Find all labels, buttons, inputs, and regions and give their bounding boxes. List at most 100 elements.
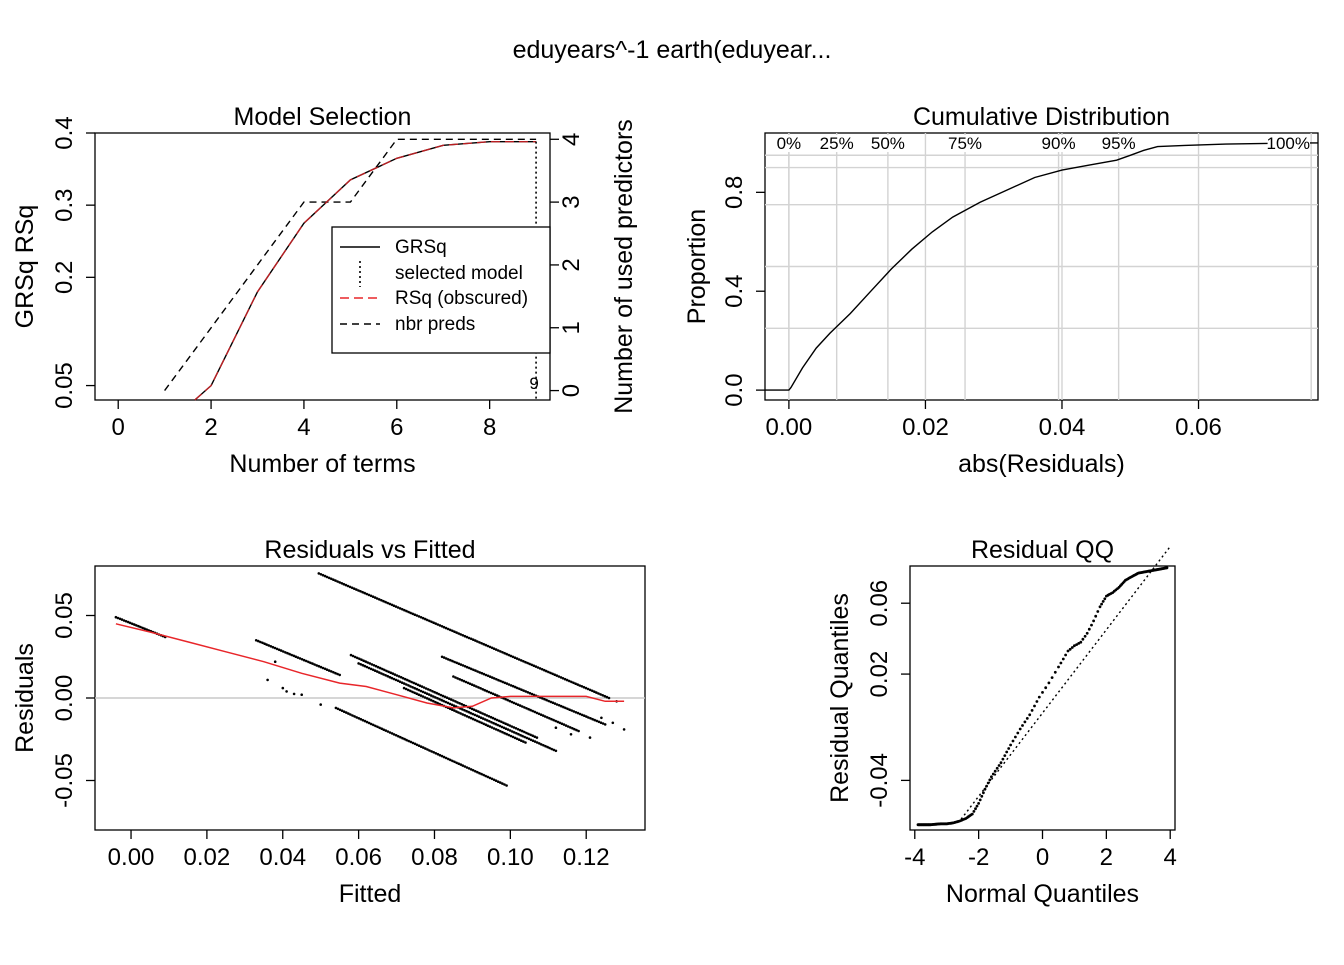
residual-point	[509, 654, 513, 658]
residual-point	[404, 687, 408, 691]
residual-point	[336, 707, 340, 711]
residual-point	[469, 637, 473, 641]
residual-point	[502, 721, 505, 725]
residual-point	[394, 605, 398, 608]
residual-point	[522, 740, 525, 743]
residual-point	[533, 740, 537, 743]
residual-point	[423, 691, 427, 695]
residual-point	[554, 726, 558, 729]
residual-point	[430, 699, 433, 702]
residual-point	[455, 761, 458, 765]
residual-point	[416, 683, 420, 687]
residual-point	[471, 712, 475, 716]
residual-point	[286, 651, 289, 655]
residual-point	[413, 691, 416, 695]
residual-point	[407, 684, 410, 687]
residual-point	[497, 678, 500, 682]
residual-point	[480, 642, 483, 645]
residual-point	[452, 675, 455, 678]
residual-point	[321, 573, 325, 577]
residual-point	[411, 741, 415, 745]
residual-point	[492, 727, 496, 730]
residual-point	[543, 697, 546, 701]
residual-point	[457, 711, 460, 714]
qq-point	[1001, 757, 1005, 761]
residual-point	[507, 653, 511, 657]
residual-point	[430, 694, 433, 697]
residual-point	[429, 689, 432, 692]
residual-point	[145, 628, 148, 631]
residual-point	[473, 713, 477, 717]
residual-point	[543, 668, 546, 672]
qq-point	[993, 769, 997, 773]
residual-point	[541, 714, 545, 717]
residual-point	[359, 663, 363, 666]
residual-point	[436, 623, 440, 626]
residual-point	[396, 606, 400, 609]
residual-point	[599, 721, 603, 724]
residual-point	[515, 737, 519, 741]
residual-point	[440, 754, 444, 758]
residual-point	[465, 635, 469, 639]
residual-point	[522, 689, 525, 692]
residual-point	[549, 671, 552, 675]
residual-point	[533, 710, 537, 714]
residual-point	[409, 740, 413, 744]
y2-tick-label: 3	[558, 195, 585, 208]
residual-point	[536, 666, 540, 669]
model-selection-panel: Model Selection 0 2 4 6 8 0.05 0.2 0.3 0.4 Number …	[11, 103, 638, 478]
percentile-label-bg	[777, 135, 801, 152]
residual-point	[361, 590, 364, 594]
residual-point	[449, 658, 452, 662]
residual-point	[356, 656, 359, 660]
percentile-label-bg	[1267, 135, 1310, 152]
residual-point	[359, 590, 362, 593]
residual-point	[454, 676, 457, 679]
residual-point	[443, 695, 447, 699]
qq-point	[1100, 602, 1103, 606]
residual-point	[603, 723, 607, 726]
residual-point	[389, 671, 393, 674]
residual-point	[384, 674, 387, 677]
residual-point	[344, 583, 348, 587]
residual-point	[603, 694, 607, 698]
residual-point	[355, 588, 358, 591]
residual-point	[438, 753, 442, 757]
qq-point	[1041, 691, 1044, 694]
residual-point	[456, 677, 459, 680]
residual-point	[570, 680, 573, 684]
residual-point	[323, 574, 327, 578]
residual-point	[489, 691, 493, 695]
residual-point	[482, 672, 486, 676]
residual-point	[378, 598, 381, 601]
residual-point	[298, 657, 302, 660]
residual-point	[489, 715, 493, 719]
y-axis-label: GRSq RSq	[11, 205, 39, 329]
panel-title: Residual QQ	[971, 536, 1114, 564]
residual-point	[474, 770, 477, 773]
residual-point	[530, 692, 534, 696]
residual-point	[462, 679, 466, 683]
residual-point	[380, 599, 383, 602]
y-tick-label: 0.4	[721, 275, 748, 308]
x-tick-label: 0.06	[335, 844, 382, 871]
residual-point	[408, 679, 411, 683]
residual-point	[411, 690, 414, 694]
residual-point	[466, 681, 470, 685]
residual-point	[292, 654, 296, 658]
residual-point	[398, 607, 402, 610]
x-tick-label: 2	[204, 414, 217, 441]
qq-point	[972, 810, 976, 813]
x-tick-label: 0.04	[1039, 414, 1086, 441]
residual-point	[427, 693, 431, 696]
residual-point	[393, 673, 397, 676]
residual-point	[494, 728, 498, 731]
percentile-label-bg	[1102, 135, 1136, 152]
residual-point	[118, 617, 122, 621]
residual-point	[458, 702, 461, 705]
residual-point	[269, 645, 273, 648]
residual-point	[562, 723, 566, 726]
residual-point	[566, 725, 570, 728]
residual-point	[436, 752, 440, 756]
qq-point	[1165, 566, 1169, 570]
